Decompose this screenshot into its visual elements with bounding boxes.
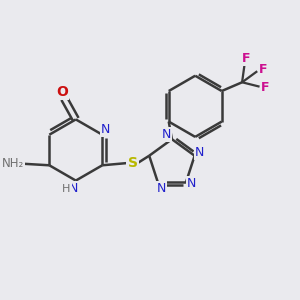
Text: S: S — [128, 156, 138, 170]
Text: O: O — [56, 85, 68, 99]
Text: H: H — [62, 184, 71, 194]
Text: N: N — [101, 123, 110, 136]
Text: F: F — [259, 63, 267, 76]
Text: NH₂: NH₂ — [2, 157, 24, 170]
Text: N: N — [187, 177, 196, 190]
Text: N: N — [195, 146, 205, 159]
Text: N: N — [69, 182, 78, 195]
Text: F: F — [261, 81, 270, 94]
Text: N: N — [157, 182, 166, 195]
Text: N: N — [162, 128, 171, 141]
Text: F: F — [242, 52, 250, 65]
